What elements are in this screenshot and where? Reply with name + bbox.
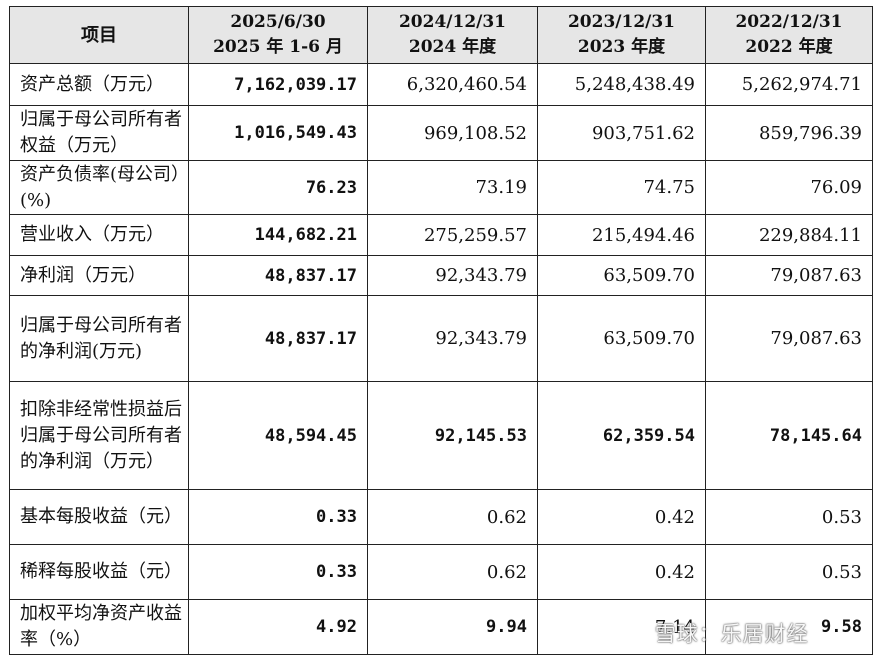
cell-2024: 92,145.53 [367, 381, 538, 490]
cell-2022: 0.53 [705, 489, 873, 545]
cell-2025h1: 0.33 [188, 489, 368, 545]
cell-2025h1: 1,016,549.43 [188, 105, 368, 161]
table-row: 营业收入（万元） 144,682.21 275,259.57 215,494.4… [9, 214, 873, 256]
cell-2023: 74.75 [537, 160, 706, 215]
cell-2023: 0.42 [537, 544, 706, 600]
cell-2022: 229,884.11 [705, 214, 873, 256]
header-col-2024-period: 2024 年度 [408, 37, 497, 57]
header-row: 项目 2025/6/30 2025 年 1-6 月 2024/12/31 202… [9, 6, 873, 64]
watermark: 雪球：乐居财经 [625, 618, 809, 648]
header-col-2022: 2022/12/31 2022 年度 [705, 6, 873, 64]
cell-2025h1: 48,837.17 [188, 255, 368, 296]
cell-2023: 5,248,438.49 [537, 63, 706, 106]
cell-2022: 859,796.39 [705, 105, 873, 161]
table-row: 扣除非经常性损益后归属于母公司所有者的净利润（万元） 48,594.45 92,… [9, 381, 873, 490]
table-row: 基本每股收益（元） 0.33 0.62 0.42 0.53 [9, 489, 873, 545]
header-col-2024-date: 2024/12/31 [398, 12, 507, 32]
cell-2024: 9.94 [367, 599, 538, 655]
header-col-2024: 2024/12/31 2024 年度 [367, 6, 538, 64]
table-row: 归属于母公司所有者权益（万元） 1,016,549.43 969,108.52 … [9, 105, 873, 161]
row-label: 资产负债率(母公司）(%) [9, 160, 189, 215]
cell-2022: 78,145.64 [705, 381, 873, 490]
snowball-logo-icon [626, 624, 646, 644]
header-item: 项目 [9, 6, 189, 64]
cell-2023: 63,509.70 [537, 295, 706, 382]
cell-2025h1: 76.23 [188, 160, 368, 215]
header-col-2023-date: 2023/12/31 [567, 12, 676, 32]
table-row: 净利润（万元） 48,837.17 92,343.79 63,509.70 79… [9, 255, 873, 296]
cell-2025h1: 0.33 [188, 544, 368, 600]
cell-2022: 5,262,974.71 [705, 63, 873, 106]
row-label: 净利润（万元） [9, 255, 189, 296]
row-label: 稀释每股收益（元） [9, 544, 189, 600]
header-col-2025h1-date: 2025/6/30 [230, 12, 326, 32]
cell-2023: 903,751.62 [537, 105, 706, 161]
header-col-2025h1: 2025/6/30 2025 年 1-6 月 [188, 6, 368, 64]
watermark-text: 雪球：乐居财经 [654, 622, 809, 646]
row-label: 营业收入（万元） [9, 214, 189, 256]
cell-2025h1: 144,682.21 [188, 214, 368, 256]
header-col-2022-date: 2022/12/31 [735, 12, 843, 32]
cell-2024: 275,259.57 [367, 214, 538, 256]
table-row: 加权平均净资产收益率（%） 4.92 9.94 7.14 9.58 [9, 599, 873, 655]
cell-2023: 0.42 [537, 489, 706, 545]
header-col-2022-period: 2022 年度 [745, 37, 833, 57]
cell-2023: 62,359.54 [537, 381, 706, 490]
cell-2025h1: 7,162,039.17 [188, 63, 368, 106]
cell-2022: 76.09 [705, 160, 873, 215]
cell-2024: 92,343.79 [367, 295, 538, 382]
cell-2024: 6,320,460.54 [367, 63, 538, 106]
row-label: 归属于母公司所有者的净利润(万元) [9, 295, 189, 382]
cell-2024: 969,108.52 [367, 105, 538, 161]
row-label: 资产总额（万元） [9, 63, 189, 106]
financial-data-table: 项目 2025/6/30 2025 年 1-6 月 2024/12/31 202… [9, 6, 873, 655]
row-label: 扣除非经常性损益后归属于母公司所有者的净利润（万元） [9, 381, 189, 490]
cell-2023: 7.14 [537, 599, 706, 655]
cell-2025h1: 48,594.45 [188, 381, 368, 490]
header-col-2025h1-period: 2025 年 1-6 月 [213, 37, 343, 57]
cell-2024: 73.19 [367, 160, 538, 215]
row-label: 加权平均净资产收益率（%） [9, 599, 189, 655]
table-row: 归属于母公司所有者的净利润(万元) 48,837.17 92,343.79 63… [9, 295, 873, 382]
row-label: 归属于母公司所有者权益（万元） [9, 105, 189, 161]
cell-2024: 92,343.79 [367, 255, 538, 296]
cell-2025h1: 4.92 [188, 599, 368, 655]
cell-2023: 63,509.70 [537, 255, 706, 296]
cell-2022: 0.53 [705, 544, 873, 600]
cell-2024: 0.62 [367, 489, 538, 545]
cell-2025h1: 48,837.17 [188, 295, 368, 382]
cell-2022: 79,087.63 [705, 295, 873, 382]
table-row: 资产负债率(母公司）(%) 76.23 73.19 74.75 76.09 [9, 160, 873, 215]
cell-2022: 79,087.63 [705, 255, 873, 296]
cell-2024: 0.62 [367, 544, 538, 600]
header-col-2023-period: 2023 年度 [577, 37, 666, 57]
table-row: 资产总额（万元） 7,162,039.17 6,320,460.54 5,248… [9, 63, 873, 106]
table-row: 稀释每股收益（元） 0.33 0.62 0.42 0.53 [9, 544, 873, 600]
cell-2023: 215,494.46 [537, 214, 706, 256]
cell-2022: 9.58 [705, 599, 873, 655]
row-label: 基本每股收益（元） [9, 489, 189, 545]
header-col-2023: 2023/12/31 2023 年度 [537, 6, 706, 64]
